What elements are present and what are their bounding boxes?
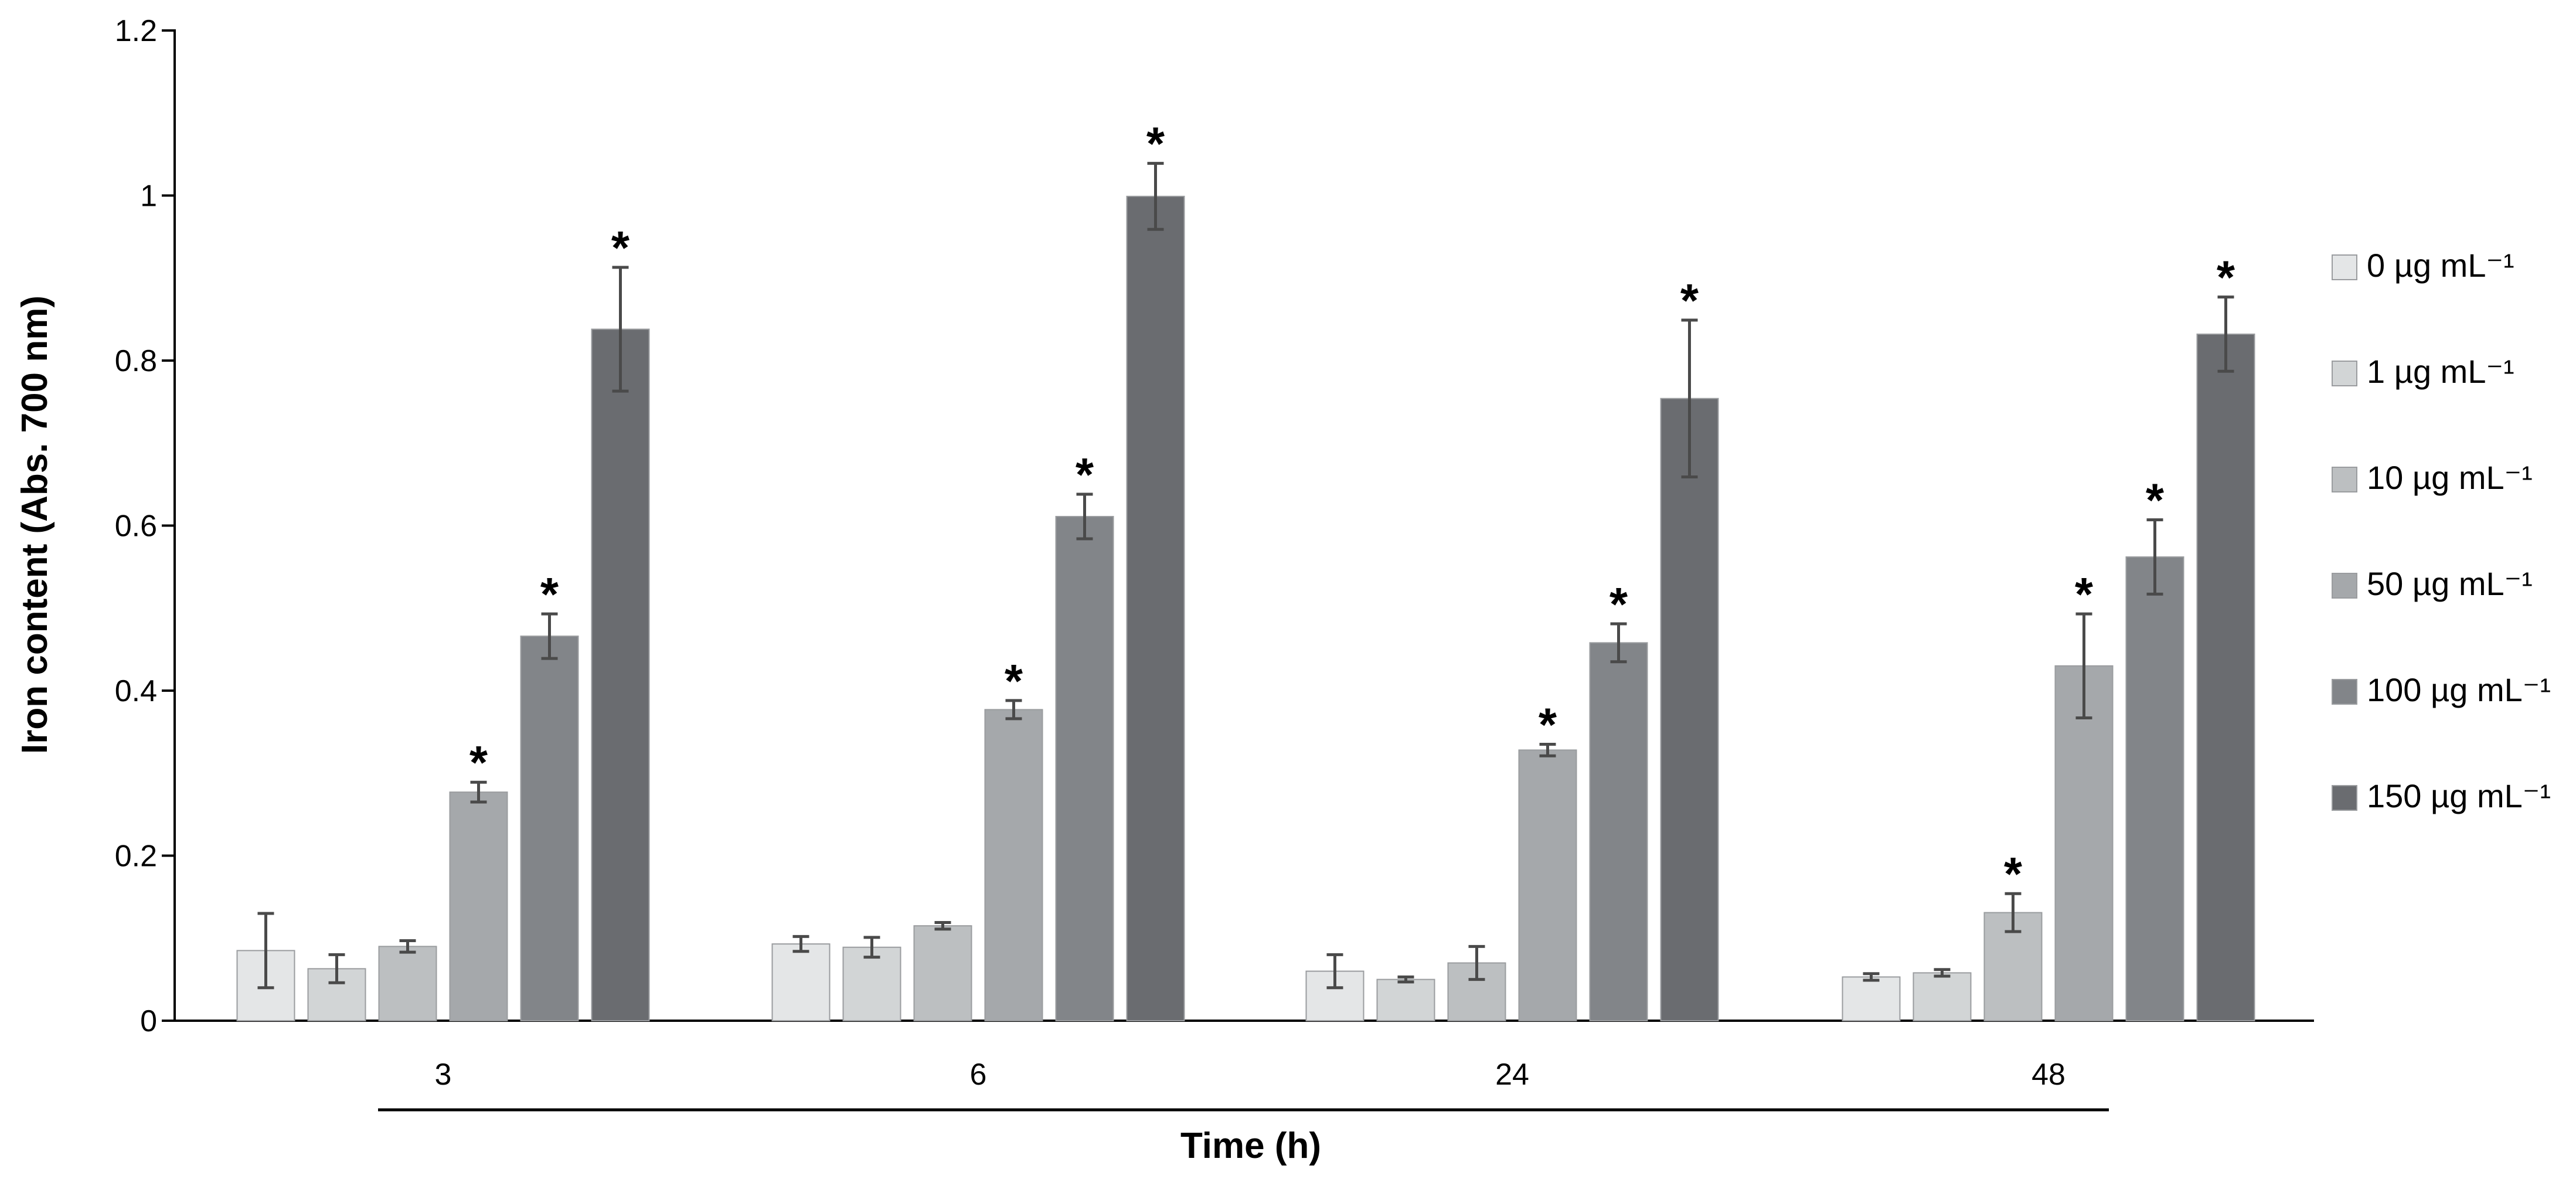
y-tick-label: 1.2 [115,14,157,48]
significance-star: * [611,222,630,274]
x-tick-label: 48 [2031,1058,2065,1092]
bar [449,791,508,1022]
y-tick-label: 1 [140,179,157,213]
bar [1660,397,1719,1021]
bar [913,925,972,1021]
legend-swatch [2332,679,2357,705]
legend-label: 0 µg mL⁻¹ [2367,247,2514,284]
legend-label: 10 µg mL⁻¹ [2367,459,2533,496]
bar [1842,976,1901,1021]
bar [378,946,437,1021]
y-tick-label: 0.8 [115,344,157,378]
bar [1913,972,1972,1021]
legend-label: 50 µg mL⁻¹ [2367,565,2533,602]
legend-swatch [2332,467,2357,492]
x-tick-label: 3 [435,1058,452,1092]
bar [1518,749,1577,1021]
y-tick-label: 0.6 [115,509,157,543]
significance-star: * [1539,698,1557,750]
y-axis-title: Iron content (Abs. 700 nm) [15,295,55,754]
bar [2125,556,2184,1021]
legend-swatch [2332,254,2357,280]
significance-star: * [1005,655,1023,707]
bar [984,709,1043,1022]
bar [1376,978,1435,1021]
bar [1126,195,1185,1022]
bar [2196,333,2255,1022]
bar [771,943,831,1022]
legend-label: 1 µg mL⁻¹ [2367,353,2514,390]
bar [1589,642,1648,1021]
significance-star: * [2146,474,2165,526]
bar [520,636,579,1021]
bar [842,946,901,1022]
significance-star: * [1146,118,1165,170]
legend-swatch [2332,785,2357,811]
y-tick-label: 0.4 [115,674,157,708]
bar [1055,516,1114,1021]
significance-star: * [540,568,559,620]
significance-star: * [2004,848,2023,900]
x-axis-title: Time (h) [1180,1126,1321,1166]
legend-swatch [2332,361,2357,386]
significance-star: * [2075,568,2094,620]
legend-swatch [2332,573,2357,599]
bar [591,328,650,1021]
significance-star: * [1609,578,1628,630]
significance-star: * [1680,274,1699,327]
y-tick-label: 0.2 [115,840,157,874]
bar [2054,665,2114,1021]
significance-star: * [469,736,488,789]
x-tick-label: 6 [970,1058,987,1092]
legend-label: 150 µg mL⁻¹ [2367,777,2551,814]
significance-star: * [2217,252,2235,304]
x-tick-label: 24 [1495,1058,1529,1092]
significance-star: * [1076,449,1094,501]
y-tick-label: 0 [140,1004,157,1038]
legend-label: 100 µg mL⁻¹ [2367,671,2551,708]
